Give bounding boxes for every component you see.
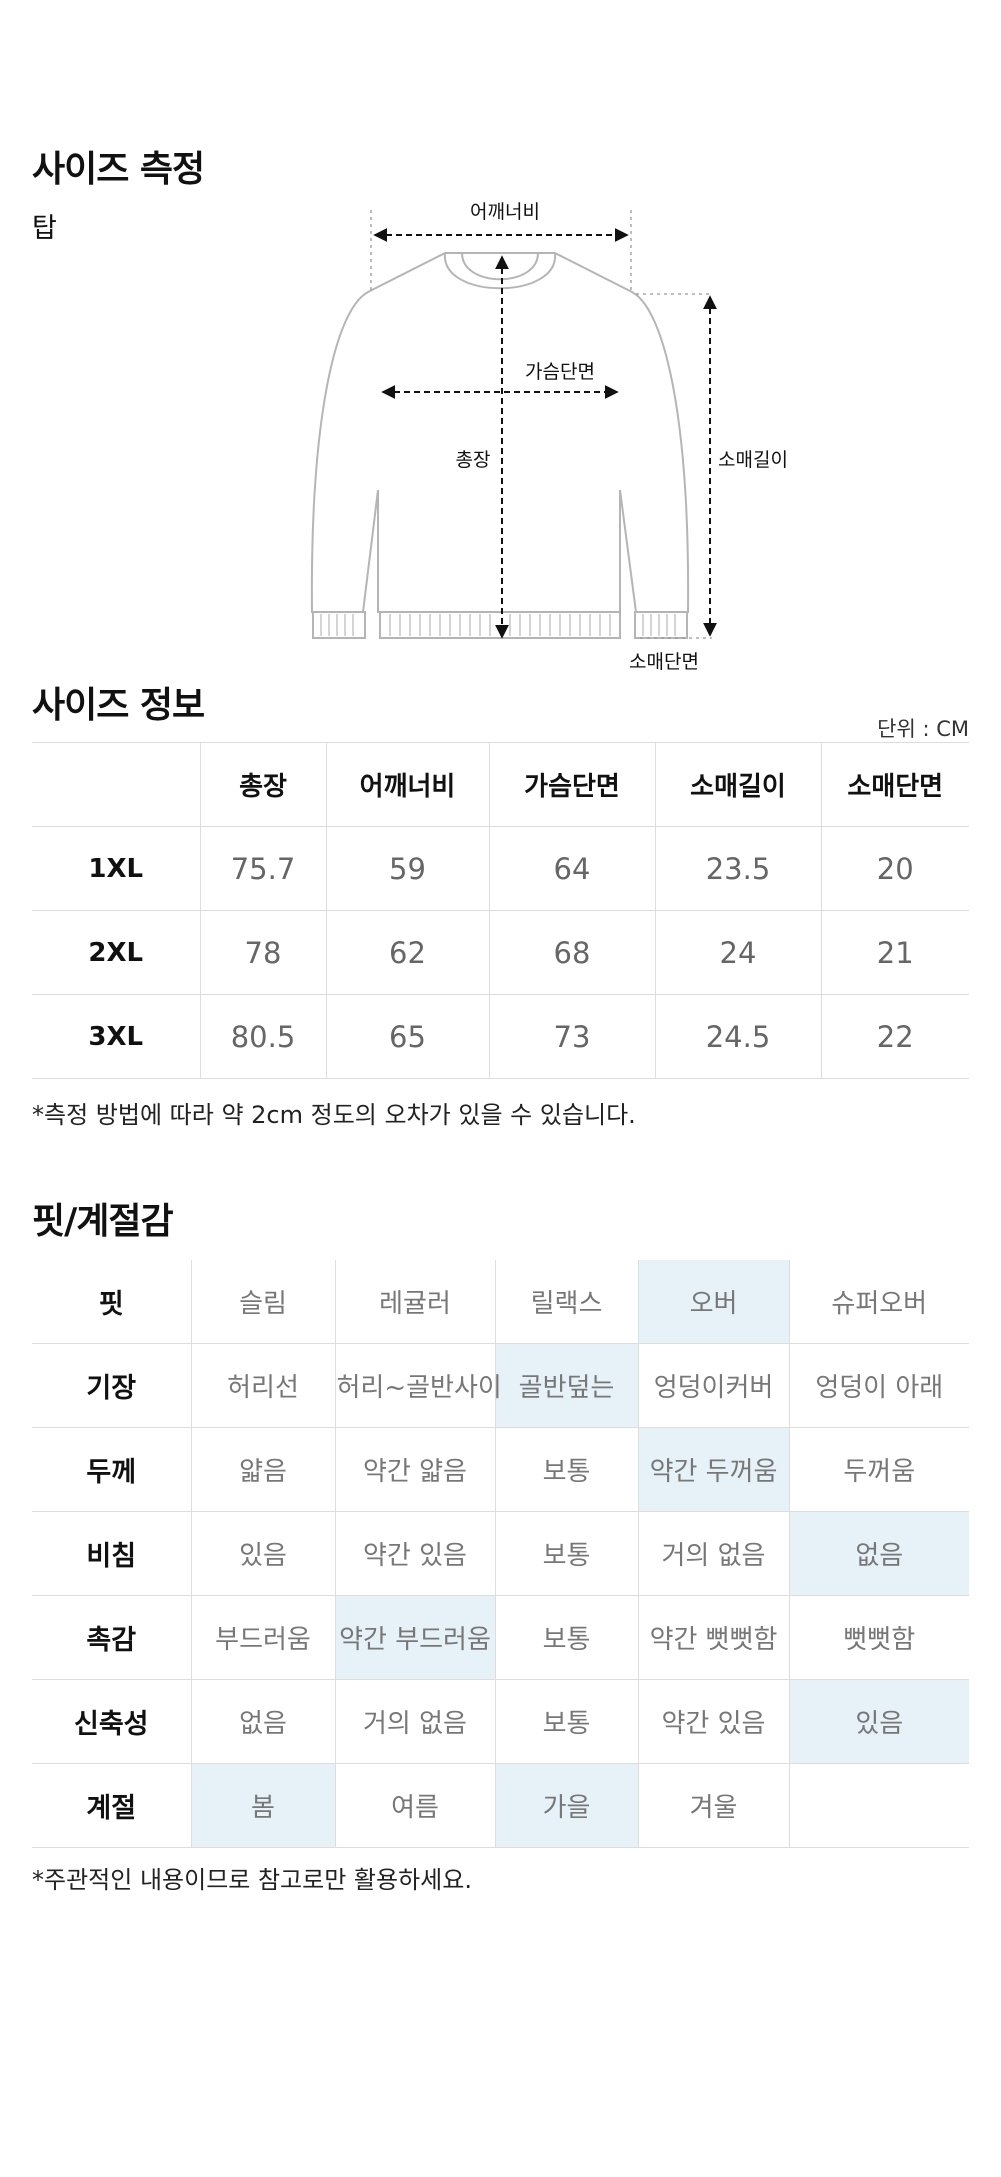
header-empty xyxy=(32,742,200,827)
fit-option: 두꺼움 xyxy=(788,1427,969,1512)
size-value: 20 xyxy=(820,826,969,911)
label-chest: 가슴단면 xyxy=(525,361,595,383)
fit-row: 비침 있음 약간 있음 보통 거의 없음 없음 xyxy=(32,1511,969,1596)
fit-option: 레귤러 xyxy=(334,1260,495,1344)
rib-lines xyxy=(320,614,676,636)
fit-row: 신축성 없음 거의 없음 보통 약간 있음 있음 xyxy=(32,1679,969,1764)
header-cell: 어깨너비 xyxy=(325,742,489,827)
sweater-outline xyxy=(310,252,690,639)
fit-option: 얇음 xyxy=(190,1427,335,1512)
fit-row-label: 촉감 xyxy=(32,1595,191,1680)
fit-option: 엉덩이 아래 xyxy=(788,1343,969,1428)
fit-option: 보통 xyxy=(494,1511,638,1596)
fit-row-label: 두께 xyxy=(32,1427,191,1512)
fit-option: 허리~골반사이 xyxy=(334,1343,502,1428)
fit-option: 약간 얇음 xyxy=(334,1427,495,1512)
fit-option: 가을 xyxy=(494,1763,638,1848)
fit-option: 골반덮는 xyxy=(494,1343,638,1428)
header-cell: 가슴단면 xyxy=(488,742,655,827)
size-label: 2XL xyxy=(32,910,200,995)
fit-option: 약간 있음 xyxy=(637,1679,789,1764)
fit-option: 없음 xyxy=(788,1511,969,1596)
fit-row: 기장 허리선 허리~골반사이 골반덮는 엉덩이커버 엉덩이 아래 xyxy=(32,1343,969,1428)
fit-option: 뻣뻣함 xyxy=(788,1595,969,1680)
label-shoulder: 어깨너비 xyxy=(470,201,540,223)
fit-option: 거의 없음 xyxy=(637,1511,789,1596)
fit-option: 엉덩이커버 xyxy=(637,1343,789,1428)
header-cell: 소매길이 xyxy=(654,742,821,827)
size-table-header: 총장 어깨너비 가슴단면 소매길이 소매단면 xyxy=(32,742,969,827)
fit-row-label: 신축성 xyxy=(32,1679,191,1764)
fit-row: 핏 슬림 레귤러 릴랙스 오버 슈퍼오버 xyxy=(32,1260,969,1344)
size-value: 59 xyxy=(325,826,489,911)
fit-row: 두께 얇음 약간 얇음 보통 약간 두꺼움 두꺼움 xyxy=(32,1427,969,1512)
header-cell: 소매단면 xyxy=(820,742,969,827)
size-value: 68 xyxy=(488,910,655,995)
fit-row: 촉감 부드러움 약간 부드러움 보통 약간 뻣뻣함 뻣뻣함 xyxy=(32,1595,969,1680)
fit-table: 핏 슬림 레귤러 릴랙스 오버 슈퍼오버 기장 허리선 허리~골반사이 골반덮는 엉덩이커버 엉덩이 … xyxy=(32,1260,969,1848)
size-info-title: 사이즈 정보 xyxy=(32,685,205,726)
fit-option: 보통 xyxy=(494,1427,638,1512)
label-sleeve-width: 소매단면 xyxy=(629,651,699,673)
fit-option: 약간 있음 xyxy=(334,1511,495,1596)
fit-note: *주관적인 내용이므로 참고로만 활용하세요. xyxy=(32,1866,472,1894)
fit-option: 허리선 xyxy=(190,1343,335,1428)
fit-option: 부드러움 xyxy=(190,1595,335,1680)
sweater-diagram: 어깨너비 가슴단면 총장 소매길이 소매단면 xyxy=(310,201,788,673)
fit-option: 약간 뻣뻣함 xyxy=(637,1595,789,1680)
measure-title: 사이즈 측정 xyxy=(32,149,205,190)
size-value: 23.5 xyxy=(654,826,821,911)
size-value: 24.5 xyxy=(654,994,821,1079)
size-value: 64 xyxy=(488,826,655,911)
fit-option: 거의 없음 xyxy=(334,1679,495,1764)
table-row: 2XL 78 62 68 24 21 xyxy=(32,910,969,995)
size-table: 총장 어깨너비 가슴단면 소매길이 소매단면 1XL 75.7 59 64 23… xyxy=(32,742,969,1079)
fit-option: 약간 두꺼움 xyxy=(637,1427,789,1512)
fit-option: 슈퍼오버 xyxy=(788,1260,969,1344)
fit-row-label: 기장 xyxy=(32,1343,191,1428)
unit-label: 단위 : CM xyxy=(877,717,969,741)
size-label: 1XL xyxy=(32,826,200,911)
size-value: 22 xyxy=(820,994,969,1079)
fit-option: 봄 xyxy=(190,1763,335,1848)
fit-option: 없음 xyxy=(190,1679,335,1764)
label-length: 총장 xyxy=(456,449,491,471)
fit-option: 슬림 xyxy=(190,1260,335,1344)
fit-option: 약간 부드러움 xyxy=(334,1595,495,1680)
fit-option: 릴랙스 xyxy=(494,1260,638,1344)
size-value: 80.5 xyxy=(199,994,326,1079)
size-value: 65 xyxy=(325,994,489,1079)
size-value: 24 xyxy=(654,910,821,995)
size-value: 62 xyxy=(325,910,489,995)
table-row: 3XL 80.5 65 73 24.5 22 xyxy=(32,994,969,1079)
table-row: 1XL 75.7 59 64 23.5 20 xyxy=(32,826,969,911)
size-value: 78 xyxy=(199,910,326,995)
fit-option xyxy=(788,1763,969,1848)
size-value: 73 xyxy=(488,994,655,1079)
size-label: 3XL xyxy=(32,994,200,1079)
fit-option: 오버 xyxy=(637,1260,789,1344)
label-sleeve-length: 소매길이 xyxy=(718,449,788,471)
fit-row-label: 핏 xyxy=(32,1260,191,1344)
fit-option: 보통 xyxy=(494,1679,638,1764)
guide-lines xyxy=(370,210,712,639)
header-cell: 총장 xyxy=(199,742,326,827)
size-note: *측정 방법에 따라 약 2cm 정도의 오차가 있을 수 있습니다. xyxy=(32,1101,636,1129)
fit-option: 겨울 xyxy=(637,1763,789,1848)
fit-option: 여름 xyxy=(334,1763,495,1848)
fit-row: 계절 봄 여름 가을 겨울 xyxy=(32,1763,969,1848)
size-value: 21 xyxy=(820,910,969,995)
size-value: 75.7 xyxy=(199,826,326,911)
fit-option: 있음 xyxy=(788,1679,969,1764)
dimension-arrows xyxy=(373,228,717,639)
fit-option: 있음 xyxy=(190,1511,335,1596)
measure-subtitle: 탑 xyxy=(32,213,57,244)
fit-title: 핏/계절감 xyxy=(32,1201,174,1242)
fit-option: 보통 xyxy=(494,1595,638,1680)
fit-row-label: 비침 xyxy=(32,1511,191,1596)
fit-row-label: 계절 xyxy=(32,1763,191,1848)
